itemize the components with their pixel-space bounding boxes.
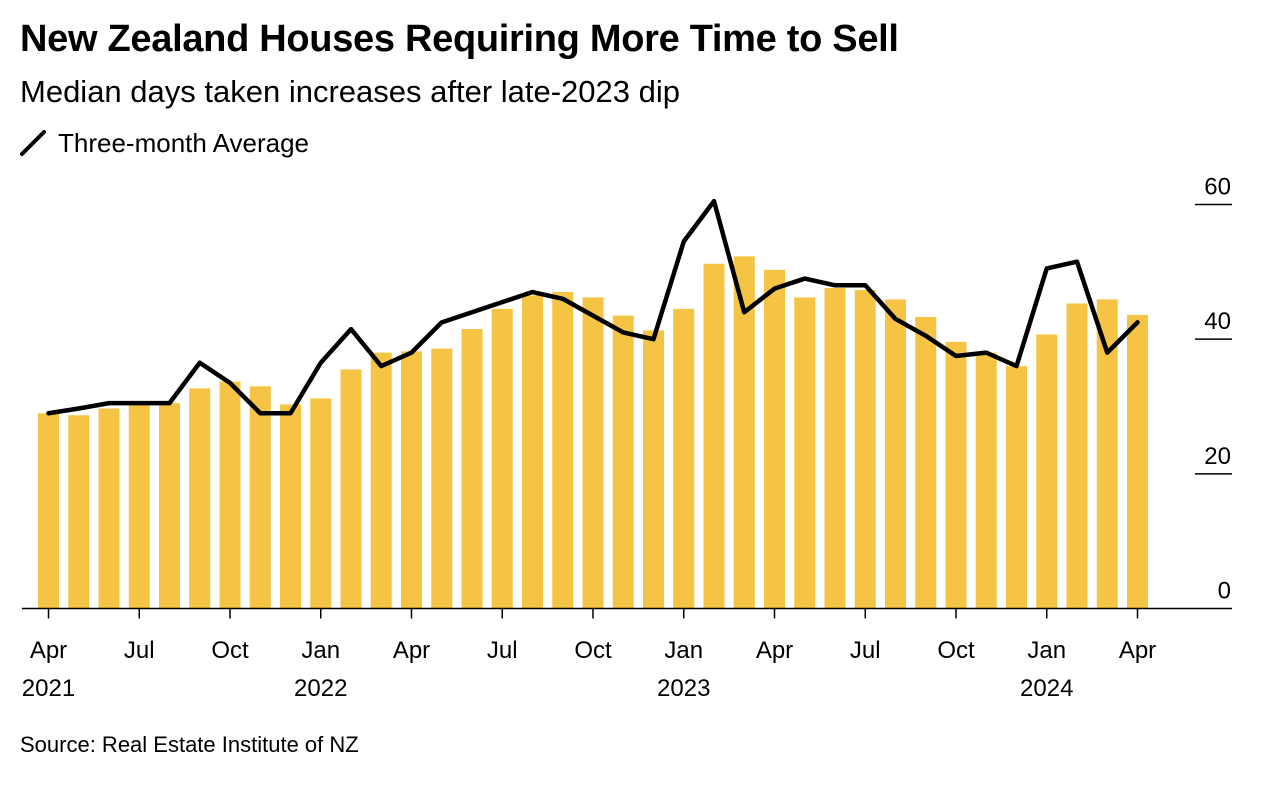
bar — [794, 297, 816, 609]
bar — [1036, 334, 1058, 609]
bar — [431, 348, 453, 609]
bar — [1096, 299, 1118, 609]
y-tick-label: 20 — [1204, 443, 1231, 470]
bar — [764, 269, 785, 609]
bar — [370, 352, 392, 609]
bar — [945, 341, 967, 609]
x-tick-label-month: Jul — [487, 637, 518, 664]
bar — [1066, 303, 1088, 609]
bar — [854, 290, 876, 609]
x-tick-label-month: Oct — [574, 637, 612, 664]
bar — [340, 369, 362, 609]
bar — [612, 315, 634, 609]
bar — [461, 329, 483, 609]
bar — [885, 299, 906, 609]
x-tick-label-year: 2024 — [1020, 675, 1073, 702]
source-note: Source: Real Estate Institute of NZ — [20, 732, 359, 757]
bar — [582, 297, 604, 609]
x-tick-label-month: Apr — [1119, 637, 1156, 664]
bar — [1127, 314, 1148, 609]
bar — [975, 352, 997, 609]
bar — [522, 295, 543, 609]
legend-label: Three-month Average — [58, 127, 309, 158]
x-tick-label-year: 2022 — [294, 675, 347, 702]
bar — [189, 388, 211, 609]
bar — [552, 292, 574, 609]
y-tick-label: 0 — [1218, 578, 1231, 605]
x-tick-label-month: Jan — [1027, 637, 1066, 664]
bar — [491, 308, 513, 609]
bar — [128, 403, 150, 609]
x-tick-label-month: Apr — [30, 637, 67, 664]
y-tick-label: 60 — [1204, 174, 1231, 201]
legend-line-icon — [20, 130, 46, 156]
x-tick-label-month: Jul — [124, 637, 155, 664]
bar — [1006, 366, 1027, 609]
bar — [38, 413, 59, 609]
x-tick-label-month: Apr — [756, 637, 793, 664]
bar — [643, 330, 664, 609]
y-tick-label: 40 — [1204, 308, 1231, 335]
chart-subtitle: Median days taken increases after late-2… — [20, 74, 681, 109]
x-tick-label-month: Jan — [664, 637, 703, 664]
x-tick-label-year: 2023 — [657, 675, 710, 702]
x-tick-label-month: Jul — [850, 637, 881, 664]
x-tick-label-month: Oct — [937, 637, 975, 664]
bar — [219, 381, 241, 609]
bar — [401, 351, 422, 609]
bar — [824, 287, 846, 609]
bar — [703, 263, 725, 609]
x-tick-label-year: 2021 — [22, 675, 75, 702]
bar — [249, 386, 271, 609]
bar — [673, 308, 695, 609]
x-tick-label-month: Oct — [211, 637, 249, 664]
bar — [915, 316, 937, 609]
bar — [280, 404, 301, 609]
x-tick-label-month: Apr — [393, 637, 430, 664]
bar — [68, 415, 90, 609]
x-tick-label-month: Jan — [301, 637, 340, 664]
series-line-three-month-average — [46, 198, 1140, 416]
bar — [159, 403, 180, 609]
chart-area: 0 20 40 60 Apr 2021 Jul Oct Jan 2022 Apr Jul Oct Jan 2… — [22, 174, 1232, 702]
bar — [98, 408, 120, 609]
legend: Three-month Average — [20, 128, 309, 158]
bar — [310, 398, 332, 609]
bar — [733, 256, 755, 609]
chart-title: New Zealand Houses Requiring More Time t… — [20, 18, 899, 60]
